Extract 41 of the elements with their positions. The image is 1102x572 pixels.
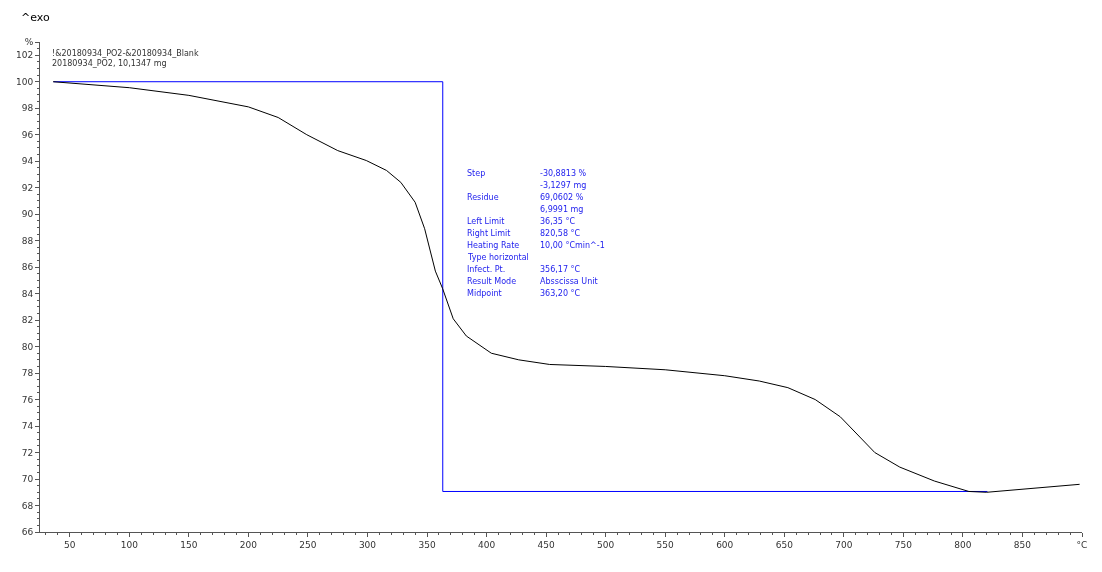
x-tick-label: 100 <box>120 539 139 550</box>
y-tick-label: 96 <box>21 129 34 140</box>
x-tick-label: 600 <box>716 539 734 550</box>
y-tick-label: 102 <box>16 50 34 61</box>
y-tick-label: 98 <box>21 103 34 114</box>
x-tick-label: 300 <box>358 539 377 550</box>
x-tick-label: 450 <box>537 539 555 550</box>
y-tick-label: 82 <box>21 315 34 326</box>
x-tick-label: 650 <box>775 539 794 550</box>
y-tick-label: 66 <box>21 527 34 538</box>
y-tick-label: 68 <box>21 500 34 511</box>
x-tick-label: 800 <box>954 539 972 550</box>
y-tick-label: 84 <box>21 288 34 299</box>
y-tick-label: 86 <box>21 262 34 273</box>
x-tick-label: 50 <box>64 539 76 550</box>
x-tick-label: 700 <box>835 539 853 550</box>
x-tick-label: 400 <box>477 539 496 550</box>
x-tick-label: 500 <box>597 539 615 550</box>
x-tick-label: 250 <box>299 539 317 550</box>
x-tick-label: 150 <box>180 539 198 550</box>
y-tick-label: 72 <box>21 447 34 458</box>
x-tick-label: 200 <box>239 539 258 550</box>
y-tick-label: 90 <box>21 209 34 220</box>
y-tick-label: 100 <box>16 76 34 87</box>
y-tick-label: 78 <box>21 368 34 379</box>
y-tick-label: 76 <box>21 394 34 405</box>
y-tick-label: 80 <box>21 341 34 352</box>
y-tick-label: 70 <box>21 474 34 485</box>
y-tick-label: 88 <box>21 235 34 246</box>
x-tick-label: 750 <box>894 539 913 550</box>
y-tick-label: 74 <box>21 421 34 432</box>
y-tick-label: 94 <box>21 156 34 167</box>
text: ^exo <box>21 11 50 24</box>
annotation: !&20180934_PO2-&20180934_Blank 20180934_PO2, 10,1347 mg <box>52 49 199 69</box>
y-tick-label: % <box>24 37 34 48</box>
y-tick-label: 92 <box>21 182 34 193</box>
x-tick-label: 350 <box>418 539 436 550</box>
x-tick-label: 850 <box>1013 539 1032 550</box>
x-tick-label: °C <box>1076 539 1088 550</box>
text: Step -30,8813 % -3,1297 mg Residue 69,0602 % 6,9991 mg Left Limit 36,35 °C Right Limit 820,58 °C Heating Rate 10,00 °Cmin^-1 Type horizontal Infect. Pt. 356,17 °C Result Mode Absscissa Unit Midpoint 363,20 °C <box>467 169 605 298</box>
x-tick-label: 550 <box>656 539 675 550</box>
